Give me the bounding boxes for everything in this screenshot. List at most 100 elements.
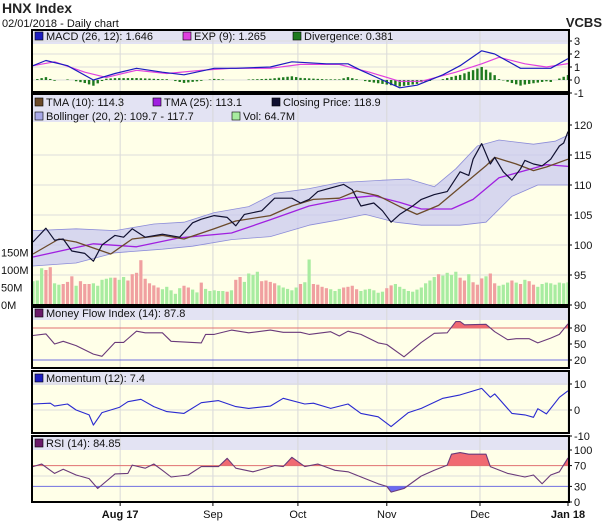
divergence-bar (402, 80, 406, 86)
divergence-bar (471, 70, 475, 80)
divergence-bar (118, 78, 121, 80)
volume-bar (436, 274, 441, 305)
divergence-bar (329, 79, 332, 80)
momentum-line (32, 387, 569, 428)
price-legend: TMA (10): 114.3 TMA (25): 113.1 Closing … (34, 97, 381, 123)
volume-bar (531, 284, 536, 305)
volume-y-tick: 150M (1, 248, 29, 260)
divergence-bar (476, 68, 479, 80)
divergence-bar (256, 79, 259, 80)
x-tick-label: Oct (289, 509, 306, 521)
mfi-overbought-fill (33, 321, 568, 328)
divergence-bar (407, 80, 410, 86)
volume-bar (203, 288, 208, 305)
macd-line (32, 50, 569, 89)
volume-bar (501, 284, 505, 305)
divergence-bar (467, 71, 470, 80)
divergence-bar (411, 80, 414, 85)
volume-bar (117, 279, 121, 305)
volume-bar (324, 288, 328, 305)
volume-bar (134, 272, 139, 305)
mfi-legend: Money Flow Index (14): 87.8 (34, 308, 185, 320)
divergence-bar (217, 79, 220, 80)
divergence-bar (415, 80, 419, 84)
volume-bar (143, 278, 147, 305)
volume-bar (91, 283, 96, 305)
legend-momentum: Momentum (12): 7.4 (46, 373, 145, 385)
divergence-bar (450, 76, 453, 80)
volume-bar (104, 278, 108, 305)
momentum-swatch (34, 373, 44, 383)
macd-y-tick: 3 (574, 36, 580, 48)
volume-bar (475, 284, 479, 305)
volume-bar (109, 277, 113, 305)
volume-bar (385, 288, 389, 305)
divergence-bar (398, 80, 401, 87)
price-y-tick: 110 (574, 180, 592, 192)
volume-bar (419, 287, 423, 305)
volume-bar (52, 283, 57, 305)
tma10-swatch (34, 97, 44, 107)
volume-bar (234, 279, 238, 305)
volume-bar (225, 291, 229, 305)
divergence-bar (182, 80, 186, 83)
divergence-bar (40, 78, 43, 80)
volume-bar (260, 281, 264, 305)
volume-bar (514, 282, 518, 305)
divergence-bar (333, 79, 337, 80)
divergence-bar (454, 75, 458, 80)
momentum-legend: Momentum (12): 7.4 (34, 373, 145, 385)
volume-bar (363, 289, 367, 305)
volume-bar (402, 288, 406, 305)
volume-bar (441, 275, 445, 305)
divergence-bar (100, 80, 104, 82)
divergence-bar (312, 78, 315, 80)
divergence-bar (53, 80, 56, 81)
volume-bar (57, 284, 61, 305)
exp-line (32, 56, 569, 82)
volume-bar (376, 292, 380, 305)
divergence-bar (536, 80, 539, 83)
divergence-bar (320, 79, 324, 80)
volume-bar (346, 286, 350, 305)
volume-bar (126, 280, 130, 305)
divergence-bar (161, 79, 164, 80)
bollinger-lower (32, 184, 568, 267)
legend-tma10: TMA (10): 114.3 (46, 97, 124, 109)
macd-y-tick: 2 (574, 49, 580, 61)
divergence-bar (174, 80, 177, 82)
volume-bar (389, 285, 393, 305)
mfi-legend-band (32, 307, 569, 320)
divergence-bar (493, 75, 496, 80)
legend-divergence: Divergence: 0.381 (304, 31, 393, 43)
mfi-y-tick: 20 (574, 355, 586, 367)
volume-bar (83, 284, 87, 305)
divergence-bar (113, 78, 117, 80)
close-swatch (271, 97, 281, 107)
legend-macd: MACD (26, 12): 1.646 (46, 31, 153, 43)
volume-bar (311, 284, 316, 305)
volume-bar (411, 291, 415, 305)
divergence-bar (264, 78, 268, 80)
panels: 3210-11201151101051009590150M100M50M0M80… (1, 29, 592, 521)
volume-bar (195, 292, 199, 305)
volume-bar (100, 279, 104, 305)
chart-subtitle: 02/01/2018 - Daily chart (2, 18, 119, 30)
macd-y-tick: 1 (574, 62, 580, 74)
divergence-bar (277, 77, 281, 80)
divergence-bar (187, 80, 190, 83)
tma25-line (32, 163, 569, 258)
volume-bar (536, 286, 540, 305)
volume-y-tick: 0M (1, 300, 16, 312)
momentum-y-tick: 10 (574, 379, 586, 391)
chart-title: HNX Index (2, 0, 72, 16)
divergence-bar (484, 69, 488, 80)
divergence-bar (497, 79, 501, 80)
volume-bar (527, 281, 531, 305)
divergence-bar (376, 80, 380, 84)
volume-bar (152, 285, 156, 305)
divergence-bar (445, 78, 449, 80)
volume-bar (484, 276, 488, 305)
divergence-bar (294, 77, 298, 80)
